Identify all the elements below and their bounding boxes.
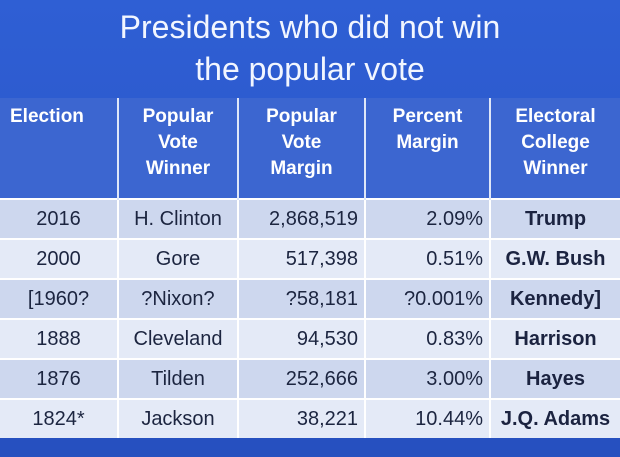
- header-percent-margin: Percent Margin: [365, 98, 491, 199]
- cell-percent-margin: 2.09%: [365, 198, 491, 239]
- cell-percent-margin: 0.83%: [365, 318, 491, 359]
- presidents-table: Election Popular Vote Winner Popular Vot…: [0, 98, 620, 438]
- cell-electoral-winner: Trump: [490, 198, 620, 239]
- table-header-row: Election Popular Vote Winner Popular Vot…: [0, 98, 620, 199]
- table-row: 1876 Tilden 252,666 3.00% Hayes: [0, 358, 620, 399]
- cell-percent-margin: 0.51%: [365, 238, 491, 279]
- header-electoral-college-winner: Electoral College Winner: [515, 106, 596, 179]
- cell-electoral-winner: G.W. Bush: [490, 238, 620, 279]
- cell-popular-margin: 94,530: [238, 318, 366, 359]
- table-row: 2000 Gore 517,398 0.51% G.W. Bush: [0, 238, 620, 279]
- cell-popular-winner: Cleveland: [118, 318, 239, 359]
- cell-popular-margin: ?58,181: [238, 278, 366, 319]
- cell-percent-margin: 10.44%: [365, 398, 491, 438]
- cell-percent-margin: 3.00%: [365, 358, 491, 399]
- cell-election: 2000: [0, 238, 119, 279]
- cell-popular-margin: 38,221: [238, 398, 366, 438]
- title-line-2: the popular vote: [195, 51, 425, 87]
- cell-electoral-winner: Harrison: [490, 318, 620, 359]
- slide-title: Presidents who did not win the popular v…: [0, 0, 620, 96]
- cell-percent-margin: ?0.001%: [365, 278, 491, 319]
- table-row: 2016 H. Clinton 2,868,519 2.09% Trump: [0, 198, 620, 239]
- cell-popular-margin: 517,398: [238, 238, 366, 279]
- cell-popular-winner: Jackson: [118, 398, 239, 438]
- title-line-1: Presidents who did not win: [119, 9, 501, 45]
- cell-electoral-winner: J.Q. Adams: [490, 398, 620, 438]
- cell-election: 1876: [0, 358, 119, 399]
- cell-popular-winner: ?Nixon?: [118, 278, 239, 319]
- header-popular-vote-margin: Popular Vote Margin: [238, 98, 366, 199]
- cell-popular-winner: H. Clinton: [118, 198, 239, 239]
- table-row: [1960? ?Nixon? ?58,181 ?0.001% Kennedy]: [0, 278, 620, 319]
- table-row: 1824* Jackson 38,221 10.44% J.Q. Adams: [0, 398, 620, 438]
- header-election: Election: [0, 98, 119, 199]
- table-row: 1888 Cleveland 94,530 0.83% Harrison: [0, 318, 620, 359]
- cell-election: [1960?: [0, 278, 119, 319]
- cell-election: 1888: [0, 318, 119, 359]
- cell-popular-margin: 252,666: [238, 358, 366, 399]
- cell-election: 1824*: [0, 398, 119, 438]
- cell-electoral-winner: Hayes: [490, 358, 620, 399]
- cell-popular-margin: 2,868,519: [238, 198, 366, 239]
- cell-election: 2016: [0, 198, 119, 239]
- cell-electoral-winner: Kennedy]: [490, 278, 620, 319]
- header-popular-vote-winner: Popular Vote Winner: [118, 98, 239, 199]
- cell-popular-winner: Tilden: [118, 358, 239, 399]
- cell-popular-winner: Gore: [118, 238, 239, 279]
